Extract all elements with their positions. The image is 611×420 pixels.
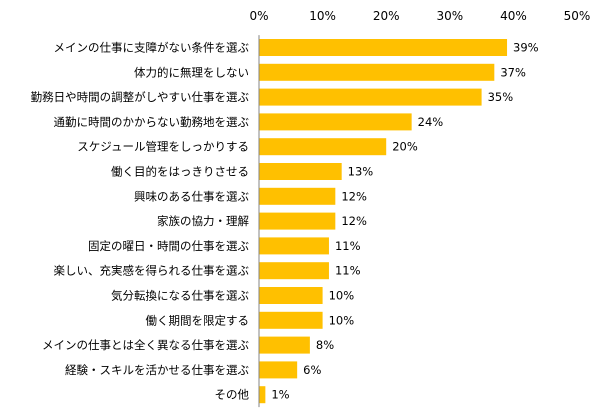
category-label: 経験・スキルを活かせる仕事を選ぶ	[65, 363, 249, 377]
category-label: 体力的に無理をしない	[134, 65, 249, 79]
category-label: 気分転換になる仕事を選ぶ	[111, 289, 249, 303]
category-label: 勤務日や時間の調整がしやすい仕事を選ぶ	[31, 90, 250, 104]
category-labels: メインの仕事に支障がない条件を選ぶ体力的に無理をしない勤務日や時間の調整がしやす…	[31, 41, 250, 402]
x-tick-label: 10%	[309, 9, 336, 23]
bar	[259, 361, 298, 379]
value-label: 20%	[392, 140, 418, 154]
bar	[259, 262, 329, 280]
x-tick-label: 0%	[249, 9, 268, 23]
x-tick-label: 50%	[564, 9, 591, 23]
bar	[259, 336, 310, 354]
value-label: 39%	[513, 41, 539, 55]
category-label: スケジュール管理をしっかりする	[77, 140, 249, 154]
value-label: 10%	[329, 289, 355, 303]
category-label: 興味のある仕事を選ぶ	[134, 189, 249, 203]
bars-group	[259, 39, 508, 404]
bar	[259, 287, 323, 304]
bar	[259, 163, 342, 180]
bar	[259, 212, 336, 230]
value-label: 8%	[316, 338, 334, 352]
category-label: 通勤に時間のかからない勤務地を選ぶ	[54, 115, 250, 129]
bar	[259, 386, 266, 404]
category-label: 固定の曜日・時間の仕事を選ぶ	[88, 239, 249, 253]
value-label: 10%	[329, 313, 355, 327]
bar	[259, 311, 323, 329]
value-label: 1%	[271, 388, 289, 402]
x-tick-label: 20%	[373, 9, 400, 23]
value-label: 6%	[303, 363, 321, 377]
bar	[259, 113, 412, 131]
bar	[259, 138, 387, 156]
bar	[259, 237, 329, 255]
value-labels: 39% 37% 35% 24%20% 13% 12% 12% 11% 11% 10% 10% 8% 6%…	[271, 41, 538, 402]
bar	[259, 88, 482, 106]
value-label: 12%	[341, 189, 367, 203]
bar	[259, 39, 508, 56]
value-label: 11%	[335, 239, 361, 253]
category-label: 働く期間を限定する	[146, 313, 250, 327]
value-label: 13%	[348, 165, 374, 179]
x-axis-ticks: 0% 10% 20% 30% 40% 50%	[249, 9, 590, 23]
x-tick-label: 40%	[500, 9, 527, 23]
bar	[259, 187, 336, 205]
category-label: メインの仕事とは全く異なる仕事を選ぶ	[42, 338, 249, 352]
value-label: 12%	[341, 214, 367, 228]
category-label: 働く目的をはっきりさせる	[111, 165, 249, 179]
x-tick-label: 30%	[436, 9, 463, 23]
value-label: 37%	[500, 65, 526, 79]
category-label: 楽しい、充実感を得られる仕事を選ぶ	[54, 264, 250, 278]
value-label: 24%	[418, 115, 444, 129]
value-label: 35%	[488, 90, 514, 104]
bar	[259, 63, 495, 81]
category-label: メインの仕事に支障がない条件を選ぶ	[54, 41, 250, 55]
category-label: 家族の協力・理解	[157, 214, 249, 228]
category-label: その他	[215, 388, 250, 402]
value-label: 11%	[335, 264, 361, 278]
